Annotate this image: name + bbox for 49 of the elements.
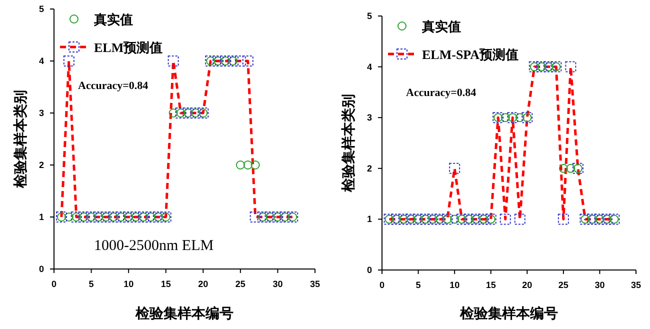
annotation: Accuracy=0.84 xyxy=(406,87,477,99)
y-tick-label: 5 xyxy=(366,11,372,21)
legend-label: ELM预测值 xyxy=(94,40,163,55)
annotation: 1000-2500nm ELM xyxy=(94,238,214,254)
y-tick-label: 3 xyxy=(38,108,44,118)
point xyxy=(566,164,576,173)
annotation: Accuracy=0.84 xyxy=(78,80,149,92)
y-tick-label: 0 xyxy=(366,265,372,275)
legend-label: 真实值 xyxy=(421,19,461,34)
x-tick-label: 15 xyxy=(486,280,496,290)
y-tick-label: 4 xyxy=(366,62,372,72)
x-tick-label: 35 xyxy=(310,279,320,289)
x-tick-label: 35 xyxy=(630,280,642,290)
y-axis-title: 检验集样本类别 xyxy=(341,94,357,193)
y-tick-label: 2 xyxy=(366,163,372,174)
x-tick-label: 20 xyxy=(522,280,532,290)
x-tick-label: 0 xyxy=(379,280,385,290)
x-tick-label: 10 xyxy=(124,279,134,289)
y-tick-label: 1 xyxy=(366,214,372,224)
y-tick-label: 0 xyxy=(38,264,44,274)
legend-label: ELM-SPA预测值 xyxy=(422,47,519,62)
legend-label: 真实值 xyxy=(93,12,133,27)
point xyxy=(168,108,178,118)
x-tick-label: 30 xyxy=(272,279,283,289)
x-tick-label: 25 xyxy=(235,279,246,289)
x-tick-label: 5 xyxy=(88,279,94,289)
x-tick-label: 20 xyxy=(198,279,208,289)
y-tick-label: 2 xyxy=(38,160,44,170)
x-tick-label: 10 xyxy=(450,280,460,290)
y-tick-label: 1 xyxy=(38,212,44,222)
point xyxy=(250,160,260,170)
x-tick-label: 25 xyxy=(558,280,568,290)
point xyxy=(236,160,245,170)
point xyxy=(515,113,524,122)
y-tick-label: 4 xyxy=(38,56,44,66)
x-axis-title: 检验集样本编号 xyxy=(134,305,234,322)
point xyxy=(243,160,252,170)
y-axis-title: 检验集样本类别 xyxy=(13,90,29,189)
y-tick-label: 3 xyxy=(366,112,372,123)
point xyxy=(500,113,510,122)
x-tick-label: 0 xyxy=(51,279,57,289)
x-axis-title: 检验集样本编号 xyxy=(459,305,558,322)
point xyxy=(558,164,568,173)
point xyxy=(64,212,74,222)
point xyxy=(450,214,460,224)
x-tick-label: 5 xyxy=(416,280,421,290)
x-tick-label: 15 xyxy=(160,279,171,289)
x-tick-label: 30 xyxy=(594,280,605,290)
y-tick-label: 5 xyxy=(38,4,44,14)
